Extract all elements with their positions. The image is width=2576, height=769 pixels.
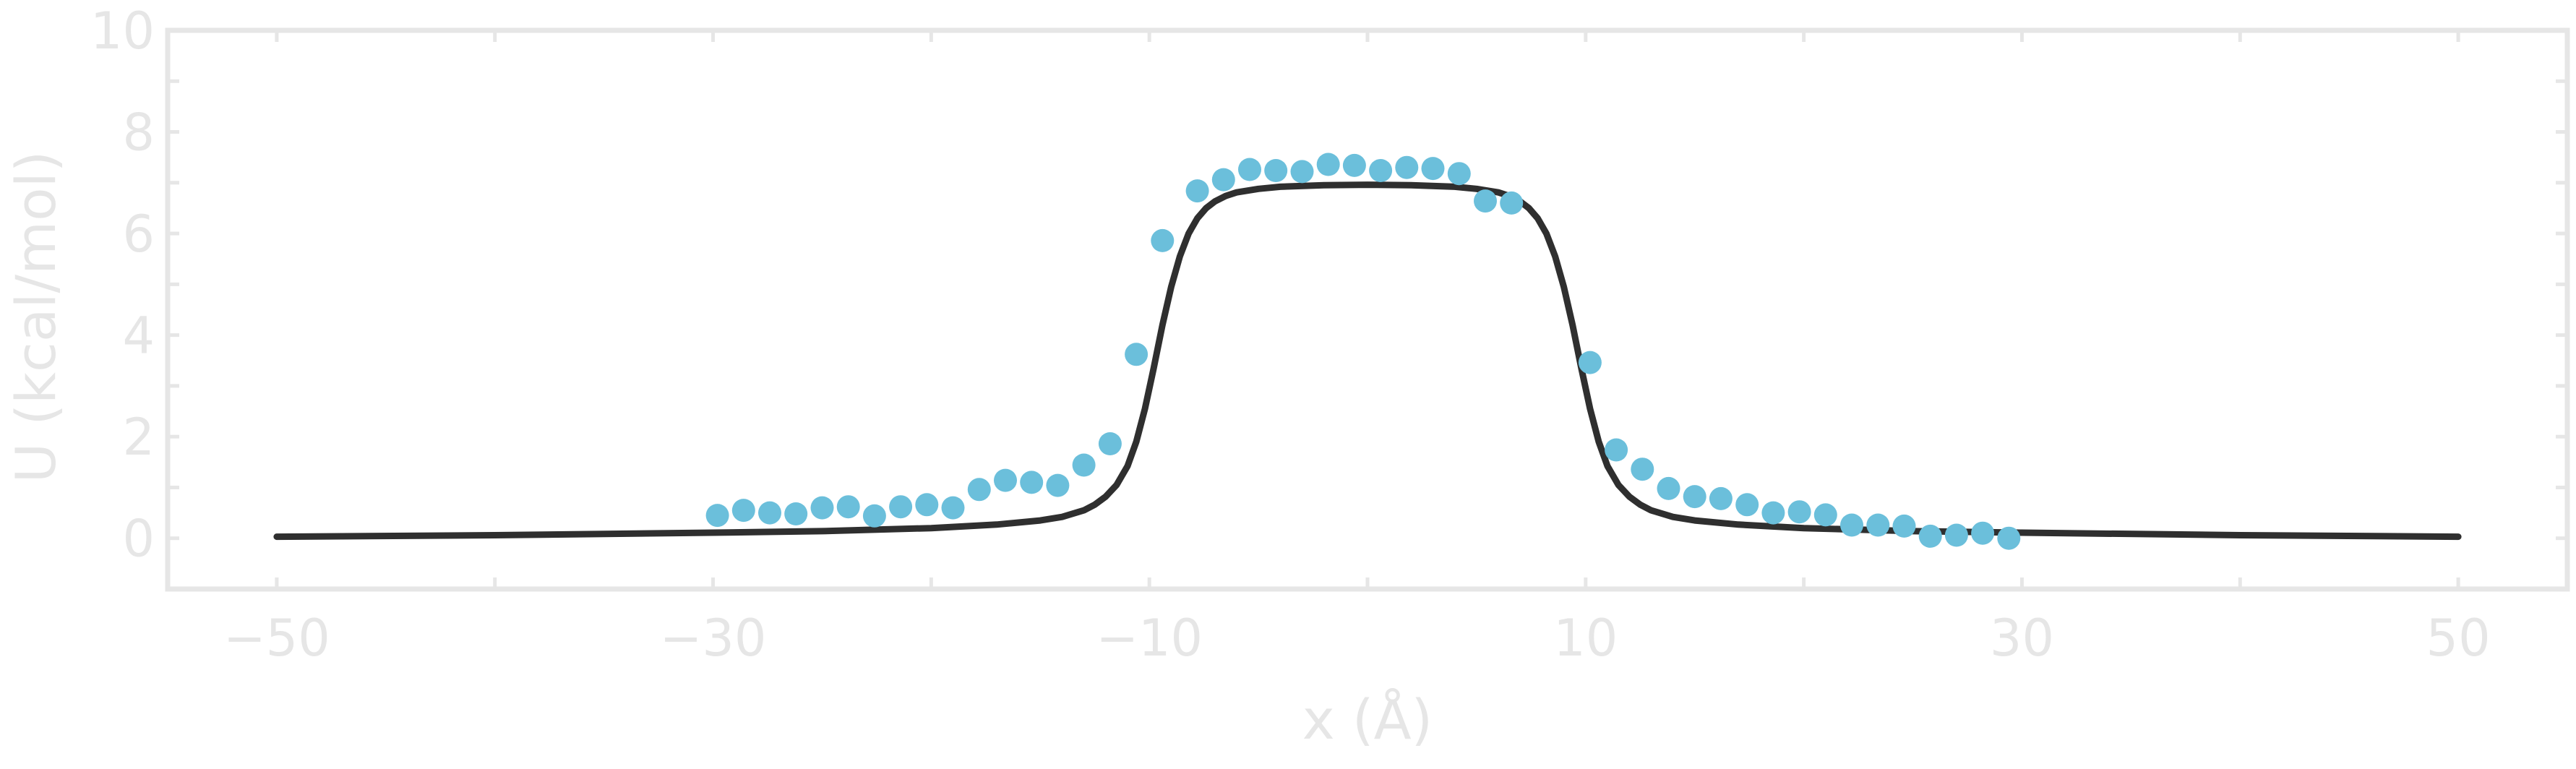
data-points-layer bbox=[705, 152, 2021, 550]
data-point bbox=[915, 493, 939, 517]
data-point bbox=[1211, 168, 1235, 192]
data-point bbox=[994, 468, 1017, 492]
x-tick-label: 30 bbox=[1990, 609, 2054, 668]
data-point bbox=[1813, 503, 1837, 527]
data-point bbox=[1761, 501, 1785, 525]
data-point bbox=[836, 495, 860, 519]
data-point bbox=[1997, 526, 2021, 550]
data-point bbox=[1944, 523, 1968, 547]
data-point bbox=[1316, 152, 1340, 176]
axes: −50 −30 −10 10 30 50 0 2 4 6 8 10 bbox=[90, 1, 2570, 668]
data-point bbox=[1447, 162, 1471, 186]
data-point bbox=[1657, 476, 1680, 500]
y-tick-label: 10 bbox=[90, 1, 155, 61]
data-point bbox=[1238, 158, 1261, 181]
y-axis-label: U (kcal/mol) bbox=[4, 151, 68, 484]
data-point bbox=[1125, 343, 1149, 366]
x-axis-label: x (Å) bbox=[1302, 687, 1433, 752]
data-point bbox=[1369, 159, 1393, 182]
data-point bbox=[941, 496, 965, 520]
data-point bbox=[1098, 432, 1122, 455]
data-point bbox=[1840, 513, 1863, 537]
data-point bbox=[1151, 228, 1175, 252]
x-tick-label: −30 bbox=[660, 609, 767, 668]
data-point bbox=[1631, 457, 1654, 481]
data-point bbox=[1395, 155, 1419, 179]
data-point bbox=[1605, 438, 1628, 462]
data-point bbox=[731, 499, 755, 523]
y-tick-label: 2 bbox=[122, 408, 155, 467]
data-point bbox=[1971, 521, 1995, 545]
x-tick-label: −50 bbox=[223, 609, 330, 668]
y-tick-label: 4 bbox=[122, 306, 155, 366]
data-point bbox=[1500, 191, 1524, 215]
y-tick-label: 0 bbox=[122, 510, 155, 569]
data-point bbox=[758, 501, 781, 525]
data-point bbox=[1709, 486, 1733, 510]
data-point bbox=[705, 504, 729, 528]
data-point bbox=[1787, 500, 1811, 524]
data-point bbox=[967, 478, 991, 502]
data-point bbox=[1342, 153, 1366, 177]
data-point bbox=[1474, 189, 1497, 213]
data-point bbox=[1046, 473, 1070, 497]
data-point bbox=[1683, 485, 1706, 509]
fit-curve-layer bbox=[273, 181, 2462, 541]
plot-frame bbox=[165, 27, 2570, 592]
data-point bbox=[1290, 160, 1314, 184]
data-point bbox=[1866, 513, 1890, 537]
data-point bbox=[1020, 471, 1044, 494]
data-point bbox=[1264, 159, 1288, 182]
data-point bbox=[1072, 453, 1096, 477]
data-point bbox=[889, 495, 913, 519]
data-point bbox=[810, 496, 834, 520]
data-point bbox=[1578, 351, 1602, 374]
data-point bbox=[862, 504, 886, 528]
y-tick-label: 8 bbox=[122, 103, 155, 163]
x-tick-label: 50 bbox=[2426, 609, 2491, 668]
data-point bbox=[1918, 524, 1942, 548]
fit-curve-line bbox=[273, 181, 2462, 541]
data-point bbox=[1892, 514, 1916, 538]
data-point bbox=[784, 502, 808, 525]
data-point bbox=[1185, 179, 1209, 203]
x-tick-label: −10 bbox=[1096, 609, 1203, 668]
y-tick-label: 6 bbox=[122, 205, 155, 264]
labels-layer: x (Å) U (kcal/mol) bbox=[4, 151, 1433, 752]
x-tick-label: 10 bbox=[1553, 609, 1618, 668]
data-point bbox=[1421, 157, 1445, 181]
data-point bbox=[1735, 493, 1759, 517]
